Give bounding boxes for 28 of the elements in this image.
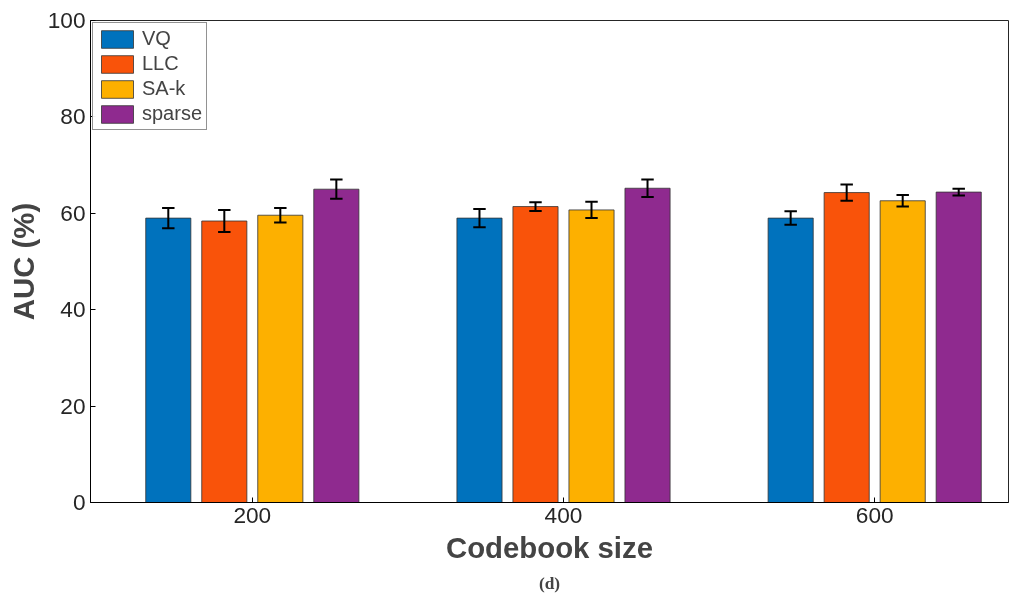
text: (d)	[538, 573, 561, 593]
bar	[313, 188, 360, 503]
bar	[456, 217, 503, 503]
bar	[145, 217, 192, 503]
x-tick-label: 600	[855, 501, 894, 528]
y-tick-label: 20	[60, 392, 86, 419]
legend-label: LLC	[142, 52, 179, 75]
bar	[767, 217, 814, 503]
y-tick-label: 100	[47, 7, 86, 33]
x-tick-label: 400	[544, 501, 583, 528]
y-axis-title: AUC (%)	[6, 202, 40, 321]
bar	[568, 209, 615, 503]
x-tick-label: 200	[233, 501, 272, 528]
y-tick-label: 40	[60, 296, 86, 323]
x-axis-title: Codebook size	[446, 530, 653, 564]
bar	[512, 206, 559, 503]
bar	[257, 214, 304, 503]
y-tick-label: 60	[60, 199, 86, 226]
y-tick-label: 80	[60, 103, 86, 130]
legend-label: sparse	[142, 102, 203, 125]
bar	[823, 192, 870, 503]
y-tick-label: 0	[72, 489, 86, 515]
bar	[935, 191, 982, 503]
bar	[201, 220, 248, 503]
bar	[879, 200, 926, 503]
legend-label: SA-k	[142, 77, 186, 100]
bar	[624, 187, 671, 503]
legend-label: VQ	[142, 27, 171, 50]
